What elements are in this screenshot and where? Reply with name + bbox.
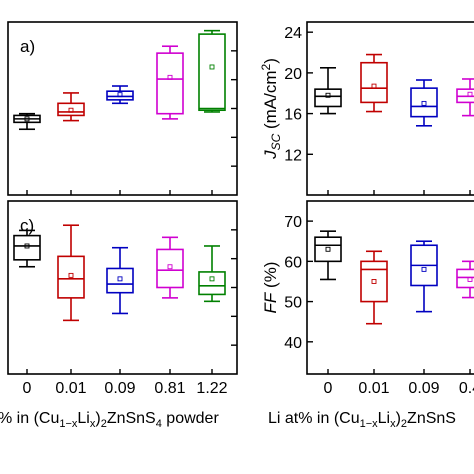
box-0.01 (360, 53, 388, 113)
y-tick-label: 70 (284, 214, 302, 231)
box-0.09 (410, 79, 438, 127)
iqr-box (198, 271, 226, 296)
panel-3: c)0 0.01 0.09 0.81 1.22% in (Cu1−xLix)2ZnSnS… (0, 200, 238, 430)
plot-frame (306, 200, 474, 375)
panel-label: a) (20, 37, 35, 56)
x-axis-label-part: ZnSnS (107, 410, 156, 427)
mean-marker (325, 246, 331, 252)
box-0.01 (57, 224, 85, 322)
mean-marker (421, 266, 427, 272)
mean-marker (68, 272, 74, 278)
y-axis-label: FF (%) (261, 262, 280, 314)
x-tick-label: 0.81 (154, 380, 185, 397)
box-0.01 (360, 250, 388, 325)
mean-marker (209, 64, 215, 70)
x-tick-label: 0 (23, 380, 32, 397)
y-axis-label-part: 2 (259, 63, 273, 70)
mean-marker (209, 276, 215, 282)
y-tick-label: 16 (284, 107, 302, 124)
x-tick-label: 0 (324, 380, 333, 397)
y-axis-label: JSC (mA/cm2) (259, 58, 283, 160)
box-0 (314, 66, 342, 115)
box-0.09 (106, 246, 134, 315)
mean-marker (467, 277, 473, 282)
y-tick-label: 12 (284, 147, 302, 164)
iqr-box (360, 61, 388, 104)
x-tick-label: 1.22 (196, 380, 227, 397)
x-axis-label-part: powder (162, 410, 220, 427)
iqr-box (106, 90, 134, 101)
mean-marker (117, 276, 123, 282)
iqr-box (314, 88, 342, 108)
y-axis-label-part: SC (269, 133, 283, 150)
box-0.09 (410, 240, 438, 313)
x-axis-label-part: % in (Cu (0, 410, 59, 427)
iqr-box (198, 33, 226, 112)
box-1.22 (198, 245, 226, 303)
mean-marker (371, 83, 377, 89)
y-axis-label-part: FF (261, 291, 280, 313)
x-axis-label: % in (Cu1−xLix)2ZnSnS4 powder (0, 410, 219, 430)
box-1.22 (198, 29, 226, 113)
box-0 (314, 230, 342, 281)
x-tick-label: 0.01 (55, 380, 86, 397)
x-axis-label-part: 1−x (360, 418, 379, 430)
mean-marker (167, 264, 173, 270)
x-tick-label: 0.09 (104, 380, 135, 397)
box-0.81 (156, 45, 184, 120)
x-axis-label-part: ) (95, 410, 100, 427)
iqr-box (360, 260, 388, 303)
box-0.4 (456, 260, 474, 299)
mean-marker (467, 91, 473, 97)
mean-marker (24, 116, 30, 122)
x-axis-label-part: 2 (101, 418, 107, 430)
box-0 (13, 229, 41, 268)
x-axis-label-part: Li (77, 410, 89, 427)
iqr-box (410, 87, 438, 118)
mean-marker (167, 74, 173, 80)
x-axis-label-part: Li (378, 410, 390, 427)
x-axis-label-part: 4 (156, 418, 162, 430)
iqr-box (57, 102, 85, 117)
iqr-box (314, 236, 342, 263)
x-tick-label: 0.01 (358, 380, 389, 397)
box-0.01 (57, 92, 85, 122)
x-axis-label-part: x (90, 418, 96, 430)
y-axis-label-part: J (261, 150, 280, 160)
mean-marker (371, 279, 377, 284)
y-tick-label: 24 (284, 25, 302, 42)
box-0.4 (456, 78, 474, 117)
plot-frame (306, 21, 474, 196)
mean-marker (117, 92, 123, 98)
y-axis-label-part: (mA/cm (261, 70, 280, 133)
x-tick-label: 0.09 (408, 380, 439, 397)
box-0 (13, 112, 41, 131)
y-tick-label: 20 (284, 66, 302, 83)
iqr-box (456, 268, 474, 289)
x-axis-label-part: ) (396, 410, 401, 427)
box-0.09 (106, 85, 134, 105)
x-axis-label-part: Li at% in (Cu (268, 410, 360, 427)
mean-marker (24, 243, 30, 249)
mean-marker (68, 107, 74, 113)
x-axis-label-part: ZnSnS (407, 410, 456, 427)
x-axis-label: Li at% in (Cu1−xLix)2ZnSnS (268, 410, 456, 430)
y-tick-label: 60 (284, 254, 302, 271)
box-0.81 (156, 236, 184, 299)
mean-marker (325, 92, 331, 98)
iqr-box (156, 52, 184, 115)
x-tick-label: 0.4 (459, 380, 474, 397)
panel-1: a) (7, 21, 238, 196)
mean-marker (421, 100, 427, 106)
y-tick-label: 40 (284, 335, 302, 352)
x-axis-label-part: 2 (401, 418, 407, 430)
x-axis-label-part: x (390, 418, 396, 430)
y-axis-label-part: (%) (261, 262, 280, 293)
y-tick-label: 50 (284, 295, 302, 312)
x-axis-label-part: 1−x (59, 418, 78, 430)
y-axis-label-part: ) (261, 58, 280, 64)
